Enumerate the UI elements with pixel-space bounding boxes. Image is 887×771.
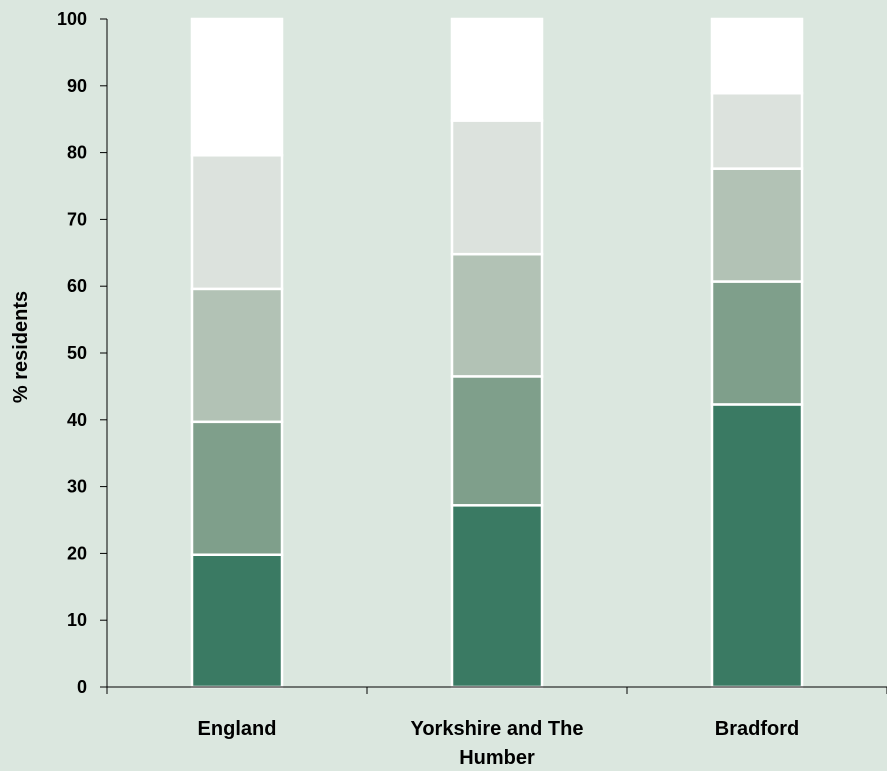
y-tick-label-100: 100: [57, 9, 87, 29]
bar-segment-2-2: [450, 375, 544, 507]
axes-layer: [100, 18, 887, 694]
x-category-label-1: England: [198, 718, 277, 740]
y-tick-label-70: 70: [67, 209, 87, 229]
bar-segment-5-2: [450, 17, 544, 122]
y-tick-label-20: 20: [67, 543, 87, 563]
y-axis-title: % residents: [10, 291, 32, 403]
bar-segment-4-3: [710, 91, 804, 170]
bar-segment-3-2: [450, 252, 544, 378]
bar-segment-3-1: [190, 287, 284, 424]
bar-segment-4-2: [450, 119, 544, 256]
bar-segment-4-1: [190, 154, 284, 291]
y-tick-label-0: 0: [77, 677, 87, 697]
bar-segment-1-3: [710, 403, 804, 689]
x-category-label-3: Bradford: [715, 718, 799, 740]
y-tick-label-80: 80: [67, 143, 87, 163]
bar-segment-1-2: [450, 504, 544, 689]
bar-segment-2-1: [190, 420, 284, 556]
x-category-label-2: Yorkshire and The Humber: [410, 718, 583, 769]
y-tick-label-40: 40: [67, 410, 87, 430]
bar-segment-3-3: [710, 167, 804, 283]
y-tick-label-10: 10: [67, 610, 87, 630]
labels-layer: 0 10 20 30 40 50 60 70 80 90 100 England Yorkshire a…: [57, 9, 799, 769]
bar-segment-2-3: [710, 280, 804, 406]
y-tick-label-60: 60: [67, 276, 87, 296]
y-tick-label-90: 90: [67, 76, 87, 96]
bar-segment-5-3: [710, 17, 804, 95]
bar-segment-5-1: [190, 17, 284, 157]
y-tick-label-30: 30: [67, 477, 87, 497]
y-tick-label-50: 50: [67, 343, 87, 363]
bars-layer: [190, 17, 804, 689]
bar-segment-1-1: [190, 553, 284, 689]
